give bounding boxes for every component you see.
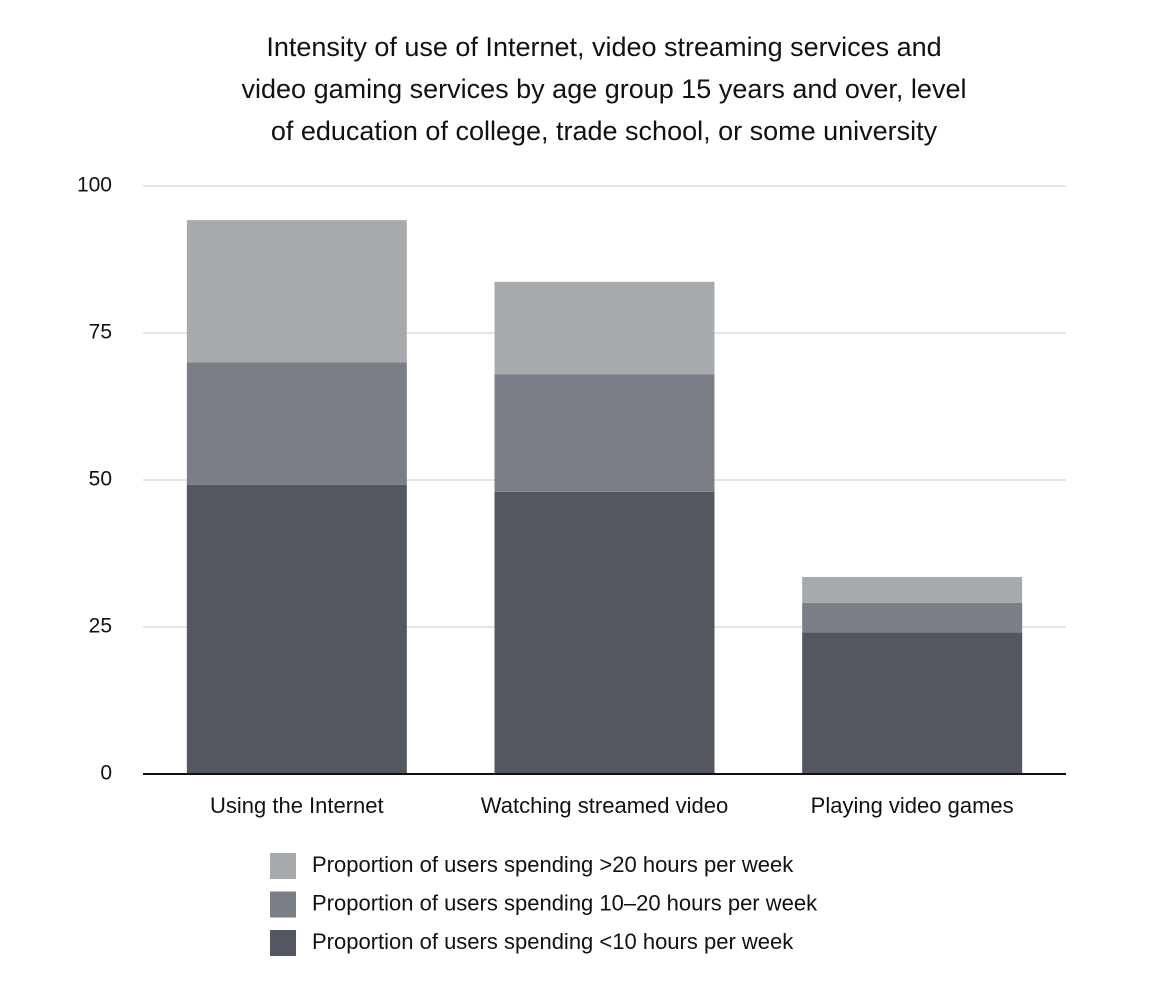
- x-tick-label: Watching streamed video: [481, 793, 728, 818]
- chart-title: Intensity of use of Internet, video stre…: [241, 32, 967, 146]
- legend-swatch: [270, 891, 296, 918]
- legend-label: Proportion of users spending 10–20 hours…: [312, 890, 818, 915]
- bar-segment: [186, 484, 407, 774]
- bar-segment: [802, 577, 1023, 603]
- y-tick-label: 75: [89, 321, 112, 344]
- bar-segment: [494, 491, 715, 774]
- y-tick-label: 0: [100, 762, 112, 785]
- x-tick-label: Using the Internet: [210, 793, 384, 818]
- legend-swatch: [270, 853, 296, 879]
- y-tick-label: 25: [89, 615, 112, 638]
- bar-segment: [186, 362, 407, 485]
- bar-segment: [802, 602, 1023, 633]
- bar-segment: [494, 281, 715, 375]
- legend-swatch: [270, 930, 296, 956]
- legend-label: Proportion of users spending <10 hours p…: [312, 929, 794, 954]
- legend-label: Proportion of users spending >20 hours p…: [312, 852, 794, 877]
- bar-segment: [186, 220, 407, 363]
- bar-segment: [802, 632, 1023, 774]
- x-tick-label: Playing video games: [811, 793, 1014, 818]
- y-tick-label: 50: [89, 468, 112, 491]
- bar-segment: [494, 374, 715, 492]
- y-tick-label: 100: [77, 174, 112, 197]
